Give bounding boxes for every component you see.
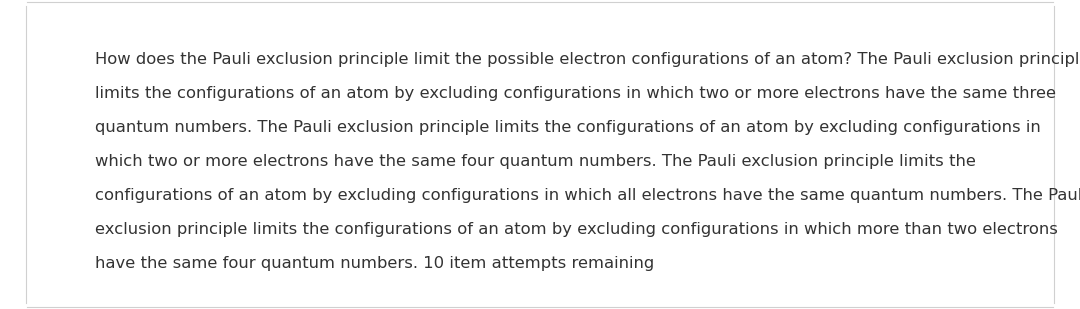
Text: exclusion principle limits the configurations of an atom by excluding configurat: exclusion principle limits the configura… xyxy=(95,222,1058,237)
Text: configurations of an atom by excluding configurations in which all electrons hav: configurations of an atom by excluding c… xyxy=(95,188,1080,203)
Text: quantum numbers. The Pauli exclusion principle limits the configurations of an a: quantum numbers. The Pauli exclusion pri… xyxy=(95,120,1041,135)
Text: How does the Pauli exclusion principle limit the possible electron configuration: How does the Pauli exclusion principle l… xyxy=(95,52,1080,67)
Text: have the same four quantum numbers. 10 item attempts remaining: have the same four quantum numbers. 10 i… xyxy=(95,256,654,271)
Text: which two or more electrons have the same four quantum numbers. The Pauli exclus: which two or more electrons have the sam… xyxy=(95,154,976,169)
Text: limits the configurations of an atom by excluding configurations in which two or: limits the configurations of an atom by … xyxy=(95,86,1056,101)
